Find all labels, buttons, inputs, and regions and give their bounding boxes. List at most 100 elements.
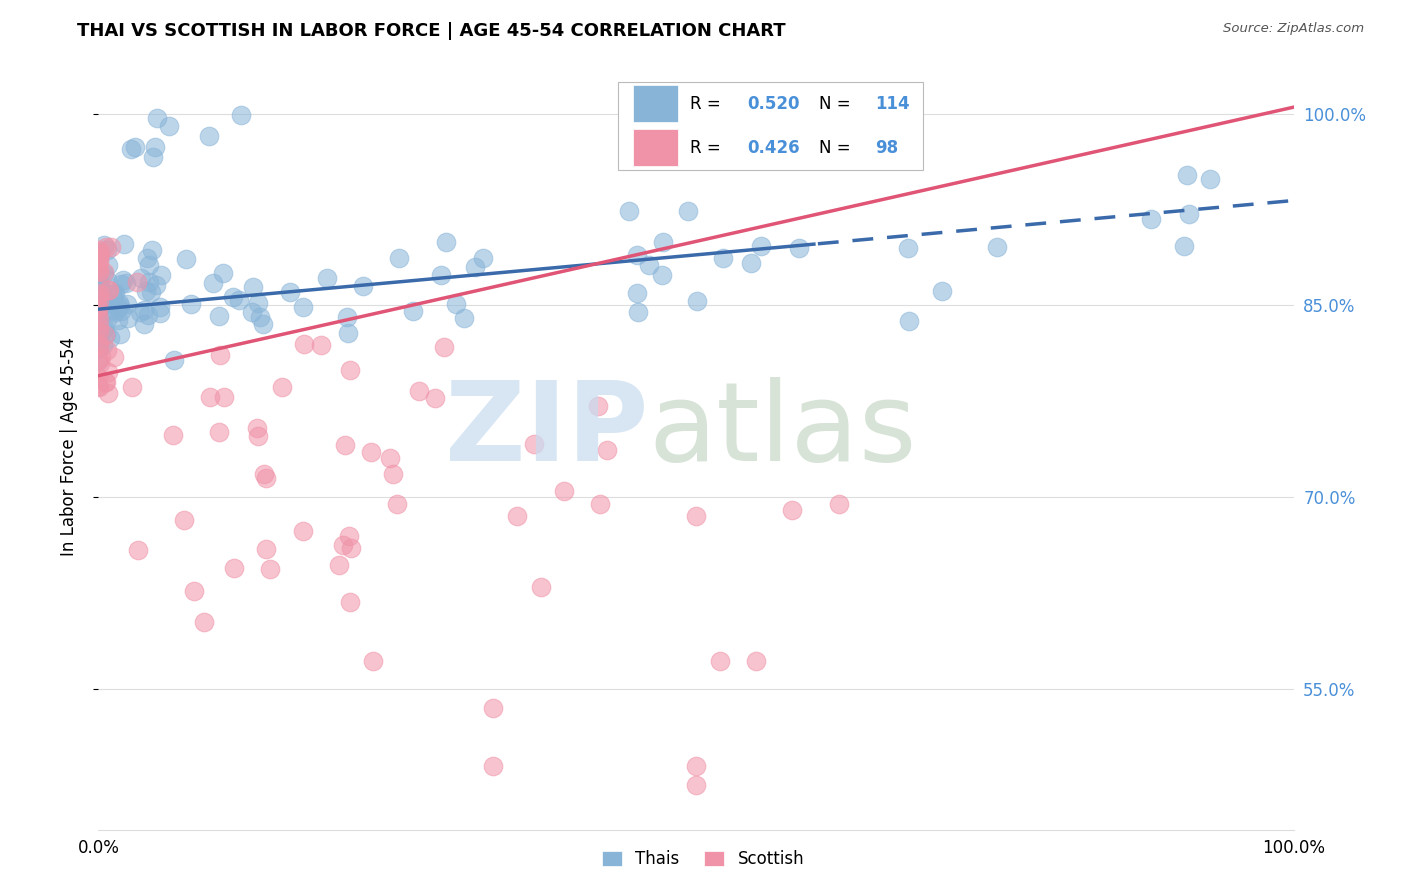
Point	[143, 139, 166, 153]
Point	[87, 370, 110, 384]
Point	[94, 328, 117, 343]
Point	[115, 276, 138, 290]
Point	[352, 279, 374, 293]
Point	[471, 251, 494, 265]
Point	[91, 338, 114, 352]
Text: 0.426: 0.426	[748, 139, 800, 157]
Point	[149, 305, 172, 319]
Point	[336, 326, 359, 341]
Point	[259, 562, 281, 576]
Point	[96, 294, 118, 309]
Point	[124, 140, 146, 154]
Point	[523, 436, 546, 450]
Point	[98, 331, 121, 345]
Point	[222, 560, 245, 574]
Point	[104, 305, 127, 319]
Point	[685, 778, 707, 792]
Point	[626, 247, 648, 261]
Point	[589, 496, 612, 510]
Point	[311, 337, 333, 351]
Point	[125, 275, 148, 289]
Point	[401, 304, 423, 318]
Point	[87, 338, 110, 352]
Point	[676, 203, 699, 218]
Point	[89, 317, 111, 331]
Point	[127, 542, 149, 557]
Point	[530, 580, 553, 594]
Point	[108, 299, 131, 313]
Point	[240, 304, 263, 318]
Point	[96, 386, 118, 401]
Text: atlas: atlas	[648, 377, 917, 484]
Point	[135, 251, 157, 265]
Point	[711, 251, 734, 265]
Text: N =: N =	[820, 139, 856, 157]
Point	[931, 284, 953, 298]
FancyBboxPatch shape	[619, 81, 922, 169]
Point	[627, 305, 650, 319]
Point	[96, 240, 118, 254]
Point	[333, 438, 356, 452]
Point	[101, 288, 124, 302]
Point	[328, 558, 350, 573]
Point	[87, 260, 110, 275]
Point	[90, 288, 112, 302]
Point	[453, 310, 475, 325]
Point	[141, 243, 163, 257]
Point	[87, 265, 110, 279]
Point	[149, 268, 172, 282]
Point	[336, 310, 359, 324]
Point	[481, 758, 505, 772]
Point	[87, 354, 110, 368]
Point	[132, 317, 155, 331]
Point	[193, 615, 215, 629]
Point	[464, 260, 486, 274]
Point	[87, 278, 110, 293]
Point	[685, 509, 707, 524]
Point	[87, 301, 110, 316]
Point	[87, 309, 110, 323]
Point	[180, 297, 202, 311]
Point	[87, 264, 110, 278]
Point	[87, 379, 110, 393]
Point	[1199, 172, 1222, 186]
Point	[157, 119, 180, 133]
Text: Source: ZipAtlas.com: Source: ZipAtlas.com	[1223, 22, 1364, 36]
Point	[87, 253, 110, 268]
Point	[270, 380, 292, 394]
Point	[686, 293, 709, 308]
Point	[103, 350, 125, 364]
Y-axis label: In Labor Force | Age 45-54: In Labor Force | Age 45-54	[59, 336, 77, 556]
Point	[120, 142, 142, 156]
Point	[201, 276, 224, 290]
Point	[97, 296, 120, 310]
Point	[1139, 212, 1161, 227]
Point	[87, 299, 110, 313]
Point	[291, 524, 314, 538]
Point	[789, 242, 811, 256]
Text: 114: 114	[876, 95, 910, 112]
Point	[89, 245, 111, 260]
Point	[87, 268, 110, 283]
Point	[337, 529, 360, 543]
Point	[209, 348, 232, 362]
Point	[637, 259, 659, 273]
Point	[745, 654, 768, 668]
Point	[87, 331, 110, 345]
Point	[121, 380, 143, 394]
Point	[87, 294, 110, 309]
Point	[87, 319, 110, 334]
Point	[423, 391, 446, 405]
Point	[138, 308, 160, 322]
Point	[87, 279, 110, 293]
Point	[87, 313, 110, 327]
Point	[94, 375, 117, 389]
Point	[173, 513, 195, 527]
Point	[138, 275, 160, 289]
Point	[129, 271, 152, 285]
Point	[595, 442, 617, 457]
Point	[87, 353, 110, 368]
Text: N =: N =	[820, 95, 856, 112]
Point	[340, 541, 363, 555]
Text: 0.520: 0.520	[748, 95, 800, 112]
